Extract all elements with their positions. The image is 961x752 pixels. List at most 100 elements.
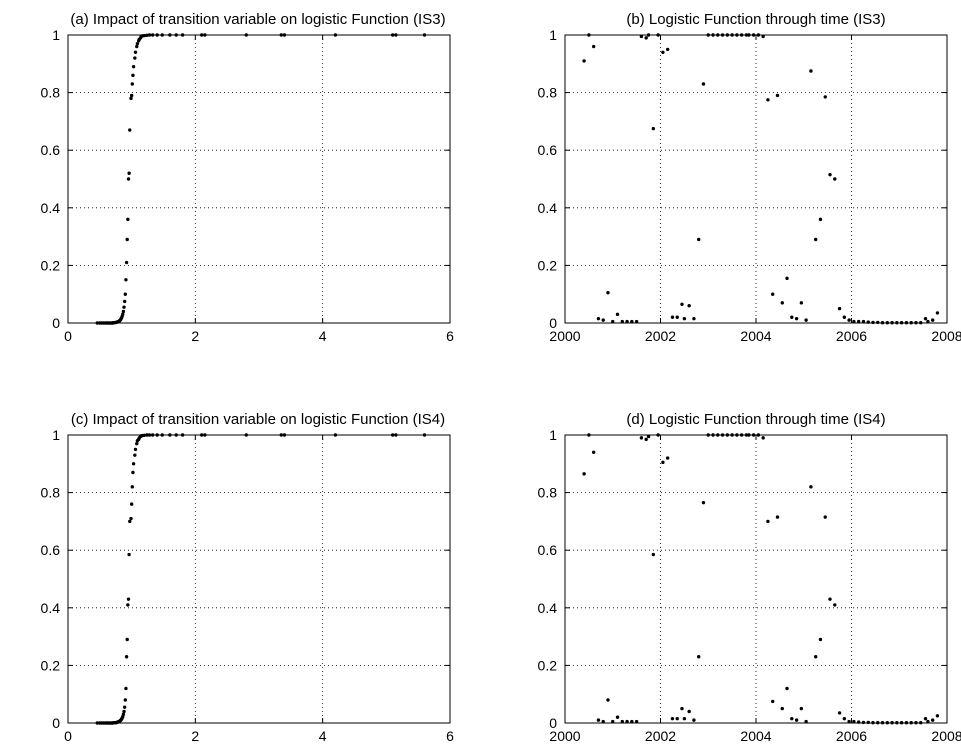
- data-point: [744, 433, 749, 437]
- data-point: [771, 699, 775, 704]
- data-point: [95, 321, 99, 325]
- data-point: [130, 82, 135, 86]
- x-tick-label: 2: [191, 328, 199, 344]
- data-point: [799, 706, 804, 711]
- data-point: [121, 309, 126, 314]
- data-point: [200, 433, 204, 437]
- data-point: [871, 320, 875, 325]
- data-point: [833, 177, 837, 181]
- data-point: [885, 321, 890, 325]
- data-point: [711, 33, 715, 37]
- data-point: [122, 299, 127, 304]
- data-point: [861, 720, 866, 725]
- data-point: [828, 172, 832, 177]
- data-point: [131, 470, 135, 475]
- data-point: [866, 720, 870, 725]
- data-point: [861, 319, 866, 324]
- data-point: [656, 433, 660, 437]
- data-point: [133, 447, 138, 452]
- y-tick-label: 1: [549, 427, 557, 443]
- data-point: [926, 719, 930, 724]
- x-tick-label: 2008: [931, 328, 961, 344]
- data-point: [670, 315, 675, 319]
- data-point: [125, 237, 129, 242]
- data-point: [706, 433, 710, 437]
- data-point: [135, 44, 139, 49]
- data-point: [682, 716, 687, 721]
- data-point: [804, 318, 808, 322]
- y-tick-label: 0.8: [41, 85, 61, 101]
- x-tick-label: 0: [64, 328, 72, 344]
- data-point: [919, 721, 923, 725]
- data-point: [646, 434, 651, 439]
- data-point: [131, 73, 135, 78]
- data-point: [904, 321, 909, 325]
- y-tick-label: 1: [549, 27, 557, 43]
- data-point: [687, 304, 691, 308]
- data-point: [126, 217, 130, 222]
- data-point: [160, 433, 164, 437]
- data-point: [813, 655, 818, 659]
- data-point: [634, 719, 639, 724]
- data-point: [885, 721, 890, 725]
- data-point: [133, 50, 138, 54]
- data-point: [856, 319, 861, 324]
- x-tick-label: 4: [319, 328, 327, 344]
- data-point: [124, 278, 128, 282]
- data-point: [730, 33, 734, 37]
- data-point: [847, 318, 851, 322]
- data-point: [582, 472, 586, 476]
- data-point: [837, 306, 842, 311]
- data-point: [279, 433, 283, 437]
- data-point: [121, 312, 125, 317]
- data-point: [129, 93, 134, 98]
- y-tick-label: 0.8: [41, 485, 61, 501]
- data-point: [150, 33, 155, 37]
- data-point: [145, 433, 149, 437]
- panel-a: (a) Impact of transition variable on log…: [41, 11, 455, 344]
- plot-frame: [67, 34, 451, 324]
- data-point: [615, 715, 620, 719]
- data-point: [747, 433, 751, 437]
- data-point: [121, 712, 126, 717]
- data-point: [651, 126, 656, 131]
- chart-title: (a) Impact of transition variable on log…: [70, 11, 445, 28]
- data-point: [147, 33, 152, 37]
- data-point: [930, 318, 935, 322]
- data-point: [203, 33, 207, 37]
- data-point: [333, 33, 338, 37]
- data-point: [766, 519, 770, 524]
- data-point: [591, 44, 596, 49]
- data-point: [799, 301, 804, 305]
- x-tick-label: 6: [446, 728, 454, 744]
- data-point: [711, 433, 715, 437]
- data-point: [126, 177, 131, 181]
- data-point: [914, 721, 918, 725]
- data-point: [866, 320, 870, 324]
- data-point: [761, 34, 765, 39]
- data-point: [174, 433, 178, 437]
- panel-b: (b) Logistic Function through time (IS3)…: [538, 11, 961, 344]
- data-point: [904, 721, 909, 725]
- x-tick-label: 0: [64, 728, 72, 744]
- data-point: [751, 433, 756, 437]
- data-point: [639, 34, 644, 39]
- data-point: [895, 321, 899, 325]
- data-point: [701, 500, 706, 505]
- data-point: [125, 637, 129, 642]
- data-point: [620, 719, 624, 724]
- data-point: [766, 98, 770, 102]
- x-tick-label: 4: [319, 728, 327, 744]
- data-point: [168, 433, 172, 437]
- data-point: [606, 291, 610, 295]
- data-point: [644, 36, 648, 40]
- data-point: [775, 515, 780, 519]
- y-tick-label: 0.4: [538, 600, 558, 616]
- data-point: [200, 33, 204, 37]
- y-tick-label: 1: [52, 427, 60, 443]
- data-point: [809, 69, 813, 73]
- data-point: [145, 33, 149, 37]
- data-point: [391, 433, 395, 437]
- y-tick-label: 0.6: [538, 542, 558, 558]
